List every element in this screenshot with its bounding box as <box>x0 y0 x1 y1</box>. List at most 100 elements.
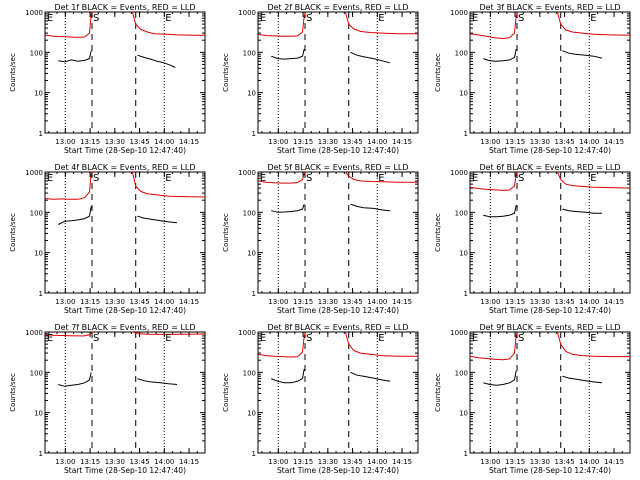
series-lld-line <box>132 331 206 335</box>
period-marker-label: E <box>165 13 171 24</box>
period-marker-label: E <box>47 13 53 24</box>
y-tick-label: 10 <box>459 250 468 258</box>
y-tick-label: 100 <box>455 49 468 57</box>
series-events-line <box>483 48 517 62</box>
x-axis-label: Start Time (28-Sep-10 12:47:40) <box>64 466 186 475</box>
y-tick-label: 1 <box>39 130 43 138</box>
period-marker-label: E <box>590 13 596 24</box>
y-tick-label: 1000 <box>25 329 43 337</box>
series-events-line <box>57 206 92 225</box>
plot-frame <box>44 331 206 454</box>
period-marker-label: E <box>260 333 266 344</box>
x-tick-label: 13:30 <box>318 458 338 466</box>
y-tick-label: 100 <box>30 49 43 57</box>
series-events-line <box>137 215 178 224</box>
x-tick-label: 13:30 <box>530 298 550 306</box>
y-tick-label: 1000 <box>25 9 43 17</box>
x-tick-label: 13:30 <box>105 298 125 306</box>
x-tick-label: 14:15 <box>604 458 624 466</box>
period-marker-label: S <box>306 173 312 184</box>
period-marker-label: E <box>472 333 478 344</box>
y-tick-label: 100 <box>455 369 468 377</box>
x-tick-label: 13:15 <box>505 138 525 146</box>
period-marker-label: E <box>378 333 384 344</box>
x-tick-label: 13:45 <box>129 298 149 306</box>
detector-panel: Det 4f BLACK = Events, RED = LLD 1 10 100 10… <box>9 163 206 315</box>
y-tick-label: 100 <box>243 49 256 57</box>
y-tick-label: 1000 <box>450 9 468 17</box>
y-tick-label: 1000 <box>238 9 256 17</box>
series-lld-line <box>469 11 519 40</box>
panel-title: Det 3f BLACK = Events, RED = LLD <box>479 3 620 12</box>
plot-frame <box>257 11 419 134</box>
detector-panel: Det 2f BLACK = Events, RED = LLD 1 10 100 10… <box>222 3 419 155</box>
series-events-line <box>271 203 305 213</box>
x-tick-label: 13:30 <box>530 458 550 466</box>
series-events-line <box>562 50 603 59</box>
x-tick-label: 14:00 <box>367 298 387 306</box>
x-tick-label: 13:45 <box>342 138 362 146</box>
period-marker-label: S <box>518 173 524 184</box>
x-tick-label: 13:15 <box>80 458 100 466</box>
series-lld-line <box>556 331 630 358</box>
series-events-line <box>58 372 92 387</box>
x-tick-label: 13:00 <box>268 298 288 306</box>
x-tick-label: 13:00 <box>55 138 75 146</box>
period-marker-label: E <box>47 173 53 184</box>
series-events-line <box>483 370 517 386</box>
y-tick-label: 10 <box>247 250 256 258</box>
plot-frame <box>469 171 631 294</box>
y-tick-label: 100 <box>243 369 256 377</box>
series-lld-line <box>257 331 307 358</box>
series-lld-line <box>344 11 418 35</box>
y-tick-label: 10 <box>459 410 468 418</box>
x-tick-label: 14:00 <box>154 458 174 466</box>
y-tick-label: 1 <box>252 290 256 298</box>
x-tick-label: 13:15 <box>293 458 313 466</box>
y-tick-label: 1 <box>464 290 468 298</box>
y-tick-label: 100 <box>30 209 43 217</box>
y-tick-label: 1000 <box>238 329 256 337</box>
x-tick-label: 13:45 <box>129 138 149 146</box>
x-tick-label: 14:15 <box>392 298 412 306</box>
y-tick-label: 10 <box>247 410 256 418</box>
x-tick-label: 14:00 <box>367 138 387 146</box>
x-tick-label: 13:30 <box>318 298 338 306</box>
y-tick-label: 1000 <box>25 169 43 177</box>
x-tick-label: 13:15 <box>80 138 100 146</box>
series-events-line <box>483 205 517 218</box>
panel-title: Det 6f BLACK = Events, RED = LLD <box>479 163 620 172</box>
x-tick-label: 14:00 <box>154 298 174 306</box>
plot-frame <box>257 331 419 454</box>
x-axis-label: Start Time (28-Sep-10 12:47:40) <box>489 466 611 475</box>
panel-title: Det 8f BLACK = Events, RED = LLD <box>267 323 408 332</box>
series-events-line <box>271 369 305 384</box>
y-tick-label: 1 <box>252 450 256 458</box>
y-tick-label: 1000 <box>450 169 468 177</box>
x-tick-label: 13:15 <box>293 298 313 306</box>
series-lld-line <box>44 11 94 38</box>
series-lld-line <box>344 331 418 357</box>
detector-panel: Det 3f BLACK = Events, RED = LLD 1 10 100 10… <box>434 3 631 155</box>
x-tick-label: 13:00 <box>480 458 500 466</box>
y-axis-label: Counts/sec <box>9 53 17 92</box>
y-tick-label: 10 <box>34 90 43 98</box>
y-axis-label: Counts/sec <box>434 373 442 412</box>
period-marker-label: E <box>590 333 596 344</box>
period-marker-label: E <box>472 13 478 24</box>
y-tick-label: 100 <box>243 209 256 217</box>
x-axis-label: Start Time (28-Sep-10 12:47:40) <box>277 306 399 315</box>
x-tick-label: 13:00 <box>480 298 500 306</box>
y-tick-label: 1 <box>464 130 468 138</box>
period-marker-label: S <box>93 333 99 344</box>
period-marker-label: S <box>93 13 99 24</box>
x-axis-label: Start Time (28-Sep-10 12:47:40) <box>277 146 399 155</box>
x-tick-label: 13:00 <box>480 138 500 146</box>
x-tick-label: 14:15 <box>179 458 199 466</box>
x-tick-label: 13:45 <box>129 458 149 466</box>
x-tick-label: 13:45 <box>554 458 574 466</box>
panel-title: Det 9f BLACK = Events, RED = LLD <box>479 323 620 332</box>
detector-panel: Det 7f BLACK = Events, RED = LLD 1 10 100 10… <box>9 323 206 475</box>
x-tick-label: 13:00 <box>268 138 288 146</box>
period-marker-label: E <box>378 13 384 24</box>
